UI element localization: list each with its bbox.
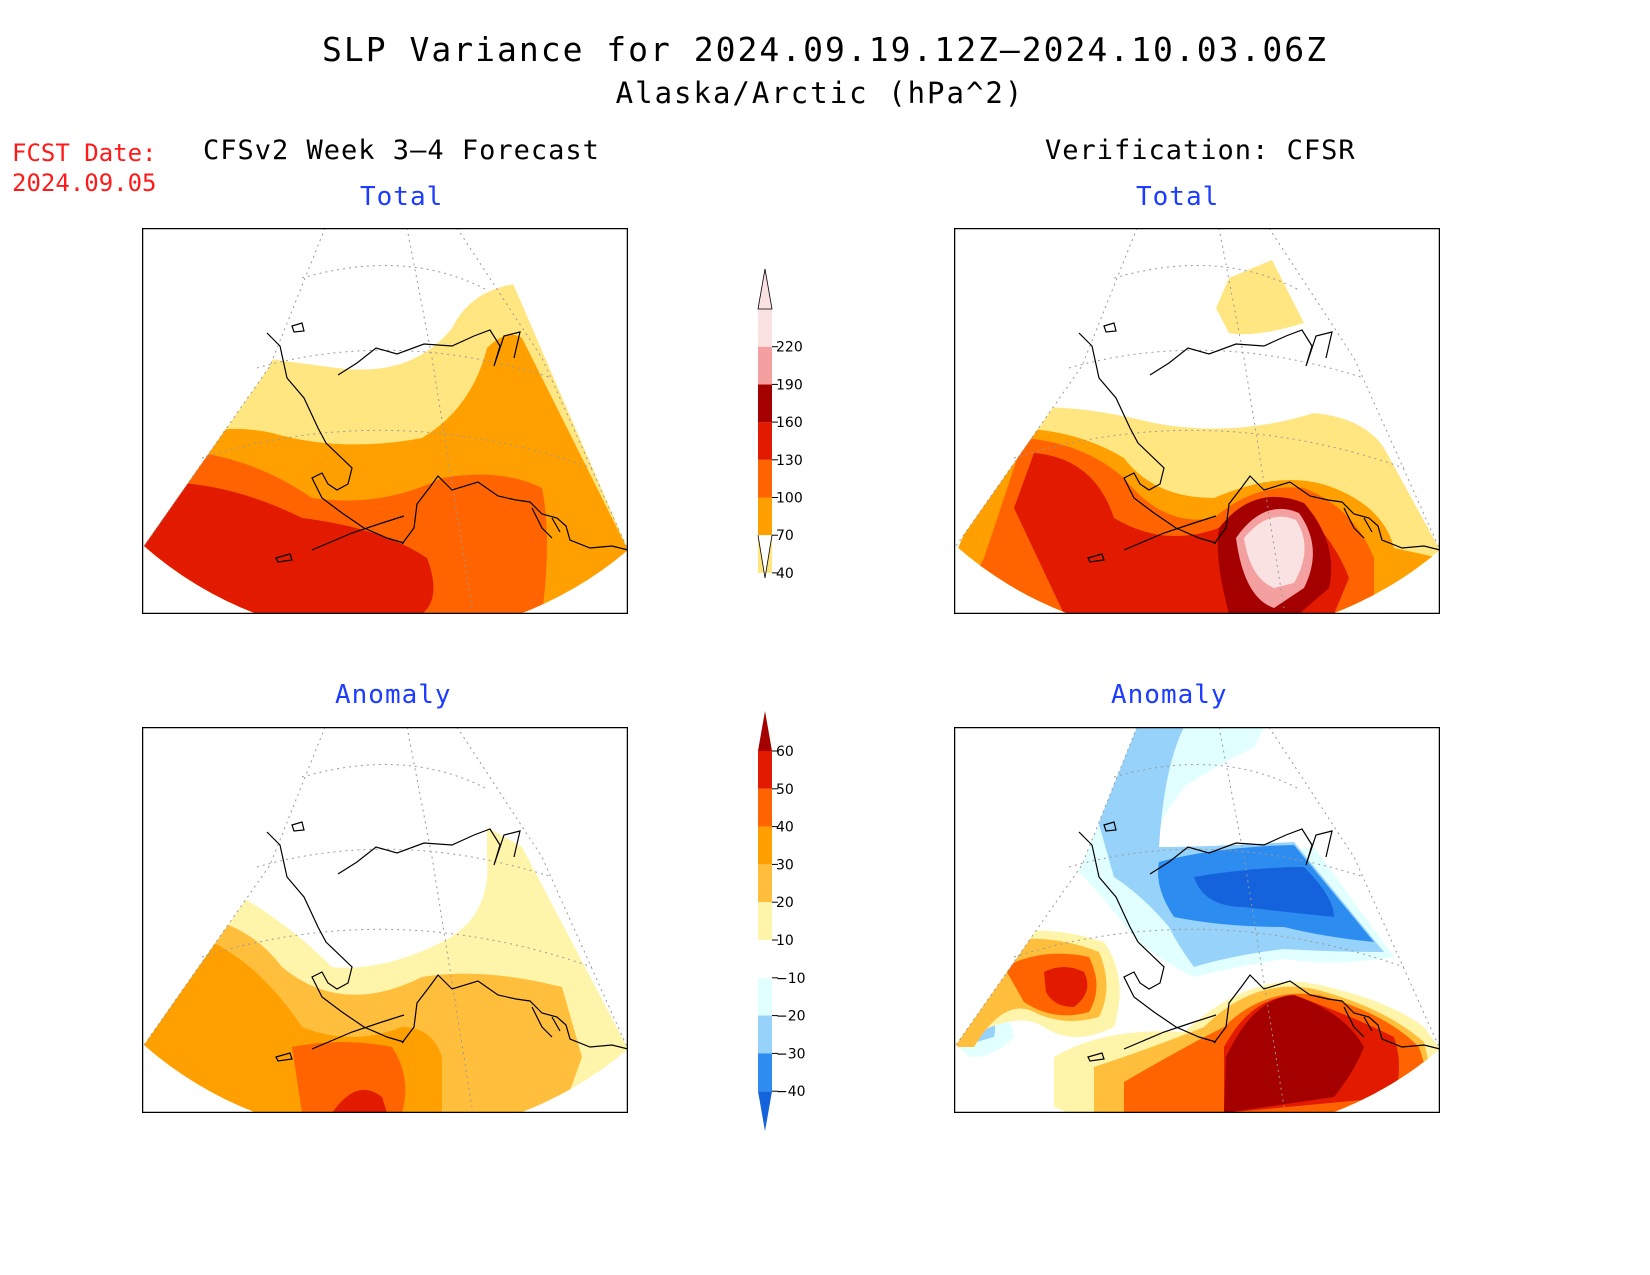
- total-colorbar-label: 70: [776, 528, 794, 544]
- verification-total-label: Total: [1136, 182, 1220, 212]
- anomaly-colorbar-segment-8: [758, 788, 772, 827]
- total-colorbar-top-tip: [757, 268, 773, 310]
- forecast-header: CFSv2 Week 3–4 Forecast: [203, 135, 600, 166]
- total-colorbar-label: 130: [776, 453, 803, 469]
- fcst-date-value: 2024.09.05: [12, 169, 157, 197]
- anomaly-colorbar-label: −30: [776, 1046, 806, 1062]
- anomaly-colorbar-label: −10: [776, 971, 806, 987]
- total-colorbar-bottom-tip: [757, 535, 773, 578]
- fcst-date-block: FCST Date: 2024.09.05: [12, 138, 157, 198]
- anomaly-colorbar-label: 60: [776, 744, 794, 760]
- anomaly-colorbar-segment-5: [758, 902, 772, 940]
- verification-anomaly-map: [954, 727, 1440, 1113]
- anomaly-colorbar-label: −40: [776, 1084, 806, 1100]
- anomaly-colorbar-label: 20: [776, 895, 794, 911]
- chart-subtitle: Alaska/Arctic (hPa^2): [615, 76, 1025, 110]
- anomaly-colorbar-segment-7: [758, 826, 772, 865]
- total-colorbar-segment-6: [758, 309, 772, 347]
- verification-anomaly-label: Anomaly: [1111, 680, 1228, 710]
- total-colorbar-label: 40: [776, 566, 794, 582]
- fcst-date-label: FCST Date:: [12, 139, 157, 167]
- total-colorbar-segment-3: [758, 422, 772, 460]
- total-colorbar-label: 190: [776, 377, 803, 393]
- total-colorbar-label: 100: [776, 491, 803, 507]
- total-colorbar: 40 70 100 130 160 190 220: [757, 268, 803, 582]
- anomaly-colorbar-label: 10: [776, 933, 794, 949]
- anomaly-colorbar-segment-9: [758, 751, 772, 789]
- anomaly-colorbar-segment-6: [758, 864, 772, 903]
- total-colorbar-label: 160: [776, 415, 803, 431]
- forecast-total-label: Total: [360, 182, 444, 212]
- total-colorbar-segment-2: [758, 459, 772, 498]
- chart-title: SLP Variance for 2024.09.19.12Z–2024.10.…: [322, 30, 1328, 69]
- anomaly-colorbar-label: 50: [776, 782, 794, 798]
- forecast-anomaly-map: [142, 727, 628, 1113]
- total-colorbar-label: 220: [776, 340, 803, 356]
- anomaly-colorbar-segment-3: [758, 977, 772, 1016]
- anomaly-colorbar-label: 40: [776, 820, 794, 836]
- anomaly-colorbar-segment-2: [758, 1015, 772, 1054]
- total-colorbar-segment-5: [758, 346, 772, 385]
- forecast-anomaly-label: Anomaly: [335, 680, 452, 710]
- anomaly-colorbar-bottom-tip: [758, 1091, 772, 1132]
- anomaly-colorbar-segment-4: [758, 940, 772, 978]
- anomaly-colorbar-label: 30: [776, 857, 794, 873]
- anomaly-colorbar: −40 −30 −20 −10 10 20 30 40 50 60: [758, 711, 806, 1132]
- verification-header: Verification: CFSR: [1045, 135, 1356, 166]
- anomaly-colorbar-top-tip: [758, 711, 772, 751]
- anomaly-colorbar-segment-1: [758, 1053, 772, 1092]
- forecast-total-map: [142, 228, 628, 614]
- verification-total-map: [954, 228, 1440, 614]
- total-colorbar-segment-1: [758, 497, 772, 536]
- anomaly-colorbar-label: −20: [776, 1009, 806, 1025]
- total-colorbar-segment-4: [758, 384, 772, 423]
